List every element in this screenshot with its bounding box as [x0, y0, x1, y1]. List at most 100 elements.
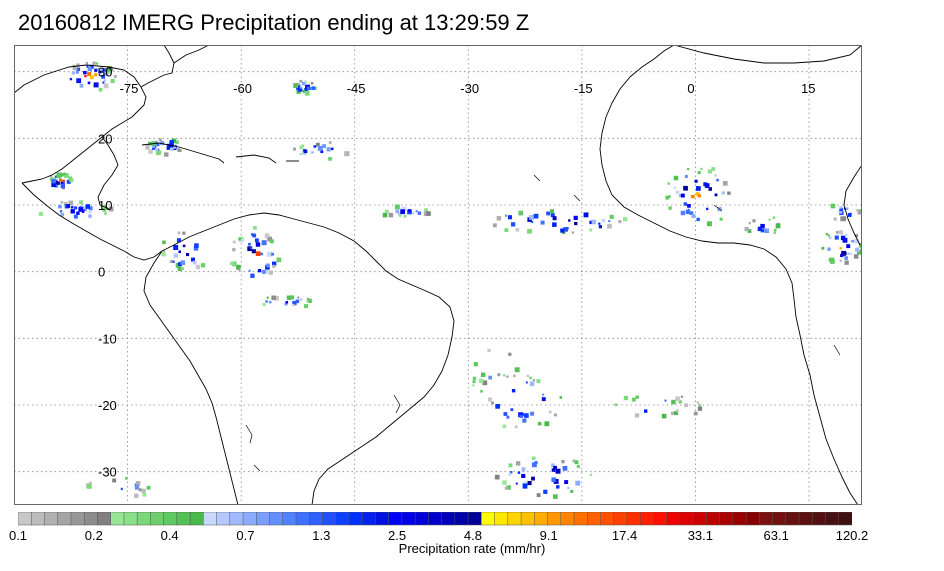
precip-cell	[194, 243, 199, 248]
precip-cell	[511, 389, 516, 393]
precip-cell	[49, 175, 53, 178]
precip-cell	[269, 301, 272, 304]
colorbar-swatch	[163, 512, 178, 526]
precip-cell	[328, 141, 332, 144]
precip-cell	[248, 269, 251, 272]
colorbar-tick-label: 9.1	[539, 528, 558, 543]
colorbar-swatch	[348, 512, 363, 526]
precip-cell	[297, 296, 300, 299]
colorbar-swatch	[759, 512, 774, 526]
precip-cell	[304, 80, 307, 83]
precip-cell	[276, 257, 282, 263]
precip-cell	[492, 223, 497, 228]
precip-cell	[598, 222, 601, 225]
longitude-label: -75	[120, 81, 139, 96]
precip-cell	[77, 79, 81, 83]
precip-cell	[664, 399, 667, 402]
precip-cell	[567, 486, 570, 490]
colorbar-swatch	[692, 512, 707, 526]
precip-cell	[74, 206, 78, 210]
precip-cell	[426, 211, 431, 216]
precip-cell	[515, 461, 521, 466]
map-frame	[14, 45, 862, 505]
precip-cell	[691, 213, 696, 218]
precip-cell	[145, 145, 150, 150]
precip-cell	[855, 234, 859, 238]
precip-cell	[38, 211, 43, 216]
precip-cell	[532, 379, 536, 382]
precip-cell	[855, 247, 859, 252]
precip-cell	[504, 214, 507, 217]
precip-cell	[382, 212, 388, 218]
precip-cell	[306, 86, 310, 90]
precip-cell	[78, 207, 84, 212]
precip-cell	[178, 266, 183, 271]
coastline-hispaniola	[235, 154, 277, 164]
precip-cell	[496, 216, 502, 221]
precip-cell	[540, 220, 545, 225]
precip-cell	[529, 381, 535, 387]
precip-cell	[766, 229, 769, 232]
precip-cell	[618, 220, 622, 224]
precip-cell	[687, 168, 690, 171]
precip-cell	[272, 264, 276, 269]
precip-cell	[395, 209, 400, 214]
coastline-us-east	[173, 45, 210, 64]
coastline-florida	[140, 45, 175, 88]
precip-cell	[838, 210, 843, 214]
precip-cell	[635, 395, 639, 399]
precip-cell	[156, 150, 161, 156]
precip-cell	[553, 465, 557, 470]
precip-cell	[105, 207, 109, 210]
map-background	[14, 45, 862, 505]
precip-cell	[504, 486, 508, 490]
precip-cell	[173, 146, 176, 149]
colorbar-swatch	[150, 512, 165, 526]
precip-cell	[521, 467, 526, 472]
precip-cell	[495, 404, 500, 409]
precip-cell	[274, 295, 279, 301]
precip-cell	[675, 190, 680, 195]
precip-cell	[589, 228, 593, 232]
precip-cell	[609, 214, 614, 219]
colorbar-swatch	[812, 512, 827, 526]
precip-cell	[679, 194, 682, 197]
precip-cell	[570, 489, 574, 493]
precip-cell	[285, 301, 289, 304]
precip-cell	[839, 207, 843, 211]
precip-cell	[90, 66, 94, 69]
precip-cell	[665, 195, 670, 200]
precip-cell	[76, 67, 81, 71]
precip-cell	[849, 252, 852, 255]
precip-cell	[102, 81, 105, 84]
precip-cell	[92, 61, 96, 65]
precip-cell	[408, 209, 411, 212]
precip-cell	[56, 181, 60, 185]
precip-cell	[497, 373, 501, 377]
precip-cell	[135, 484, 138, 487]
precip-cell	[573, 215, 578, 220]
precip-cell	[561, 460, 565, 464]
precip-cell	[247, 246, 253, 252]
colorbar-title: Precipitation rate (mm/hr)	[398, 541, 546, 556]
precip-cell	[472, 384, 475, 387]
precip-cell	[515, 228, 520, 232]
precip-cell	[320, 150, 324, 154]
precip-cell	[690, 195, 693, 198]
precip-cell	[644, 409, 648, 413]
precip-cell	[322, 144, 326, 148]
precip-cell	[708, 187, 712, 191]
precip-cell	[158, 138, 162, 142]
precip-cell	[491, 401, 494, 405]
precip-cell	[313, 145, 317, 148]
precip-cell	[68, 200, 74, 206]
colorbar-swatch	[520, 512, 535, 526]
precip-cell	[524, 413, 529, 418]
precip-cell	[306, 300, 309, 303]
precip-cell	[833, 217, 837, 221]
colorbar-swatch	[481, 512, 496, 526]
colorbar-swatch	[216, 512, 231, 526]
precip-cell	[311, 151, 314, 154]
precip-cell	[290, 295, 295, 300]
precip-cell	[825, 232, 828, 236]
